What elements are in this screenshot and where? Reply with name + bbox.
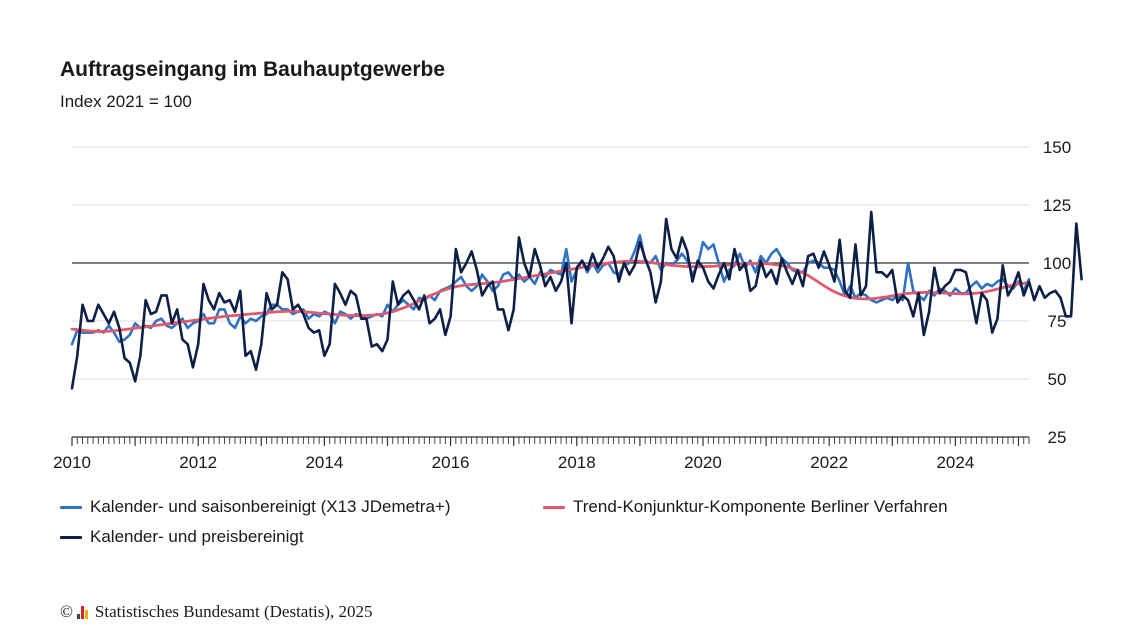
x-tick-label: 2012: [179, 453, 217, 472]
y-tick-label: 125: [1043, 196, 1071, 215]
series-line-trend: [70, 259, 1031, 333]
legend-item-preis: Kalender- und preisbereinigt: [60, 527, 304, 547]
legend-item-trend: Trend-Konjunktur-Komponente Berliner Ver…: [543, 497, 948, 517]
x-tick-label: 2022: [810, 453, 848, 472]
grid-lines: [72, 146, 1029, 380]
legend-label-preis: Kalender- und preisbereinigt: [90, 527, 304, 546]
chart-subtitle: Index 2021 = 100: [60, 92, 192, 111]
series-line-saison: [70, 233, 1031, 346]
source-footer: © Statistisches Bundesamt (Destatis), 20…: [60, 602, 373, 622]
source-text: Statistisches Bundesamt (Destatis), 2025: [94, 602, 373, 621]
y-tick-label: 75: [1048, 312, 1067, 331]
legend-swatch-trend: [543, 505, 565, 509]
x-tick-label: 2010: [53, 453, 91, 472]
series-line-preis: [70, 210, 1083, 390]
legend-item-saison: Kalender- und saisonbereinigt (X13 JDeme…: [60, 497, 451, 517]
chart-title: Auftragseingang im Bauhauptgewerbe: [60, 58, 446, 81]
line-chart: 25 50 75 100 125 150 2010 2012 2014 2016 2018 2020…: [53, 138, 1083, 472]
series-lines: [70, 210, 1083, 390]
x-tick-label: 2020: [684, 453, 722, 472]
x-tick-label: 2024: [936, 453, 974, 472]
x-tick-label: 2018: [558, 453, 596, 472]
x-tick-label: 2014: [305, 453, 343, 472]
destatis-logo-icon: [76, 605, 89, 619]
y-tick-label: 100: [1043, 254, 1071, 273]
y-axis: 25 50 75 100 125 150: [1043, 138, 1071, 447]
y-tick-label: 150: [1043, 138, 1071, 157]
legend-label-trend: Trend-Konjunktur-Komponente Berliner Ver…: [573, 497, 948, 516]
x-tick-label: 2016: [432, 453, 470, 472]
legend-swatch-saison: [60, 505, 82, 509]
copyright-symbol: ©: [60, 602, 73, 621]
y-tick-label: 50: [1048, 370, 1067, 389]
legend-swatch-preis: [60, 535, 82, 539]
legend-label-saison: Kalender- und saisonbereinigt (X13 JDeme…: [90, 497, 451, 516]
y-tick-label: 25: [1048, 428, 1067, 447]
x-axis: 2010 2012 2014 2016 2018 2020 2022 2024: [53, 436, 1030, 472]
